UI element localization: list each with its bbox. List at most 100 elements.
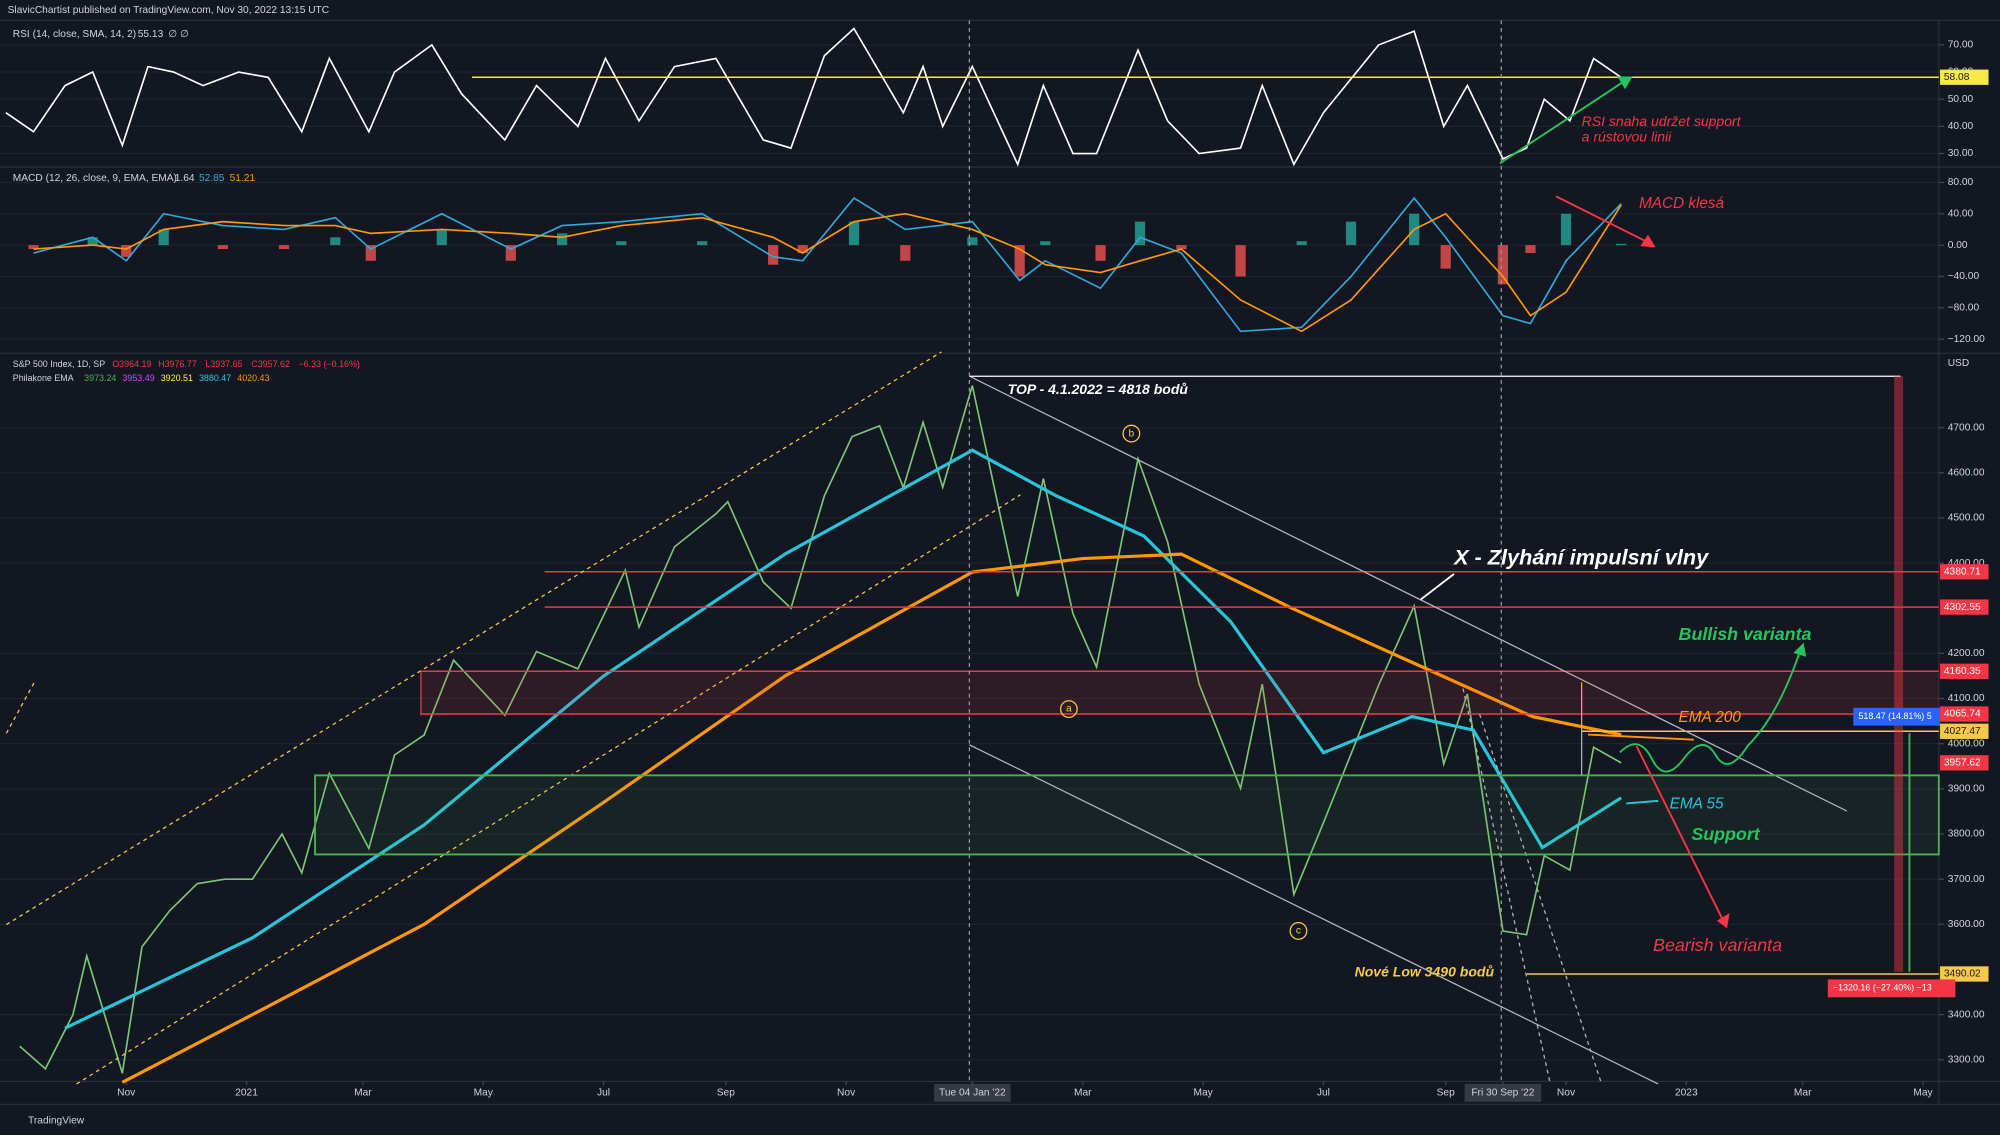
x-tick-label: Nov (117, 1088, 136, 1099)
macd-legend: MACD (12, 26, close, 9, EMA, EMA) (13, 173, 177, 184)
annotation: EMA 55 (1670, 796, 1724, 813)
histogram-bar (505, 245, 516, 261)
histogram-bar (436, 229, 447, 246)
currency: USD (1948, 358, 1970, 369)
y-tick-label: 4600.00 (1948, 467, 1985, 478)
histogram-bar (1345, 221, 1357, 246)
pane-borders (0, 19, 2000, 1106)
level-label-bg (1940, 966, 1989, 982)
histogram-bar (1440, 245, 1451, 269)
series-line (33, 204, 1622, 333)
x-tick-label: Nov (1557, 1088, 1576, 1099)
histogram-bar (1134, 221, 1146, 246)
histogram-bar (365, 245, 376, 261)
histogram-bar (87, 237, 98, 246)
rsi-legend-value: ∅ ∅ (168, 29, 189, 40)
histogram-bar (1525, 245, 1536, 253)
annotation: Bullish varianta (1679, 624, 1812, 644)
footer-brand: TradingView (28, 1116, 85, 1127)
x-tick-label: May (1193, 1088, 1213, 1099)
histogram-bar (1616, 243, 1627, 246)
level-label-bg (1940, 723, 1989, 739)
histogram-bar (967, 237, 978, 246)
histogram-bar (1095, 245, 1106, 261)
x-tick-label: 2023 (1675, 1088, 1698, 1099)
annotation: a rústovou linii (1582, 128, 1672, 144)
y-tick-label: −40.00 (1948, 271, 1980, 282)
series-line (5, 27, 1622, 167)
y-tick-label: 3800.00 (1948, 829, 1985, 840)
histogram-bar (697, 241, 708, 246)
y-tick-label: 4000.00 (1948, 738, 1985, 749)
annotation: Support (1691, 824, 1760, 844)
y-tick-label: 3900.00 (1948, 784, 1985, 795)
histogram-bar (217, 245, 228, 250)
series-line (33, 196, 1622, 333)
level-label-bg (1940, 755, 1989, 771)
level-label: 4065.74 (1944, 709, 1981, 720)
histogram-bar (557, 233, 568, 246)
annotation: Nové Low 3490 bodů (1355, 964, 1495, 980)
ema-legend-value: 3880.47 (199, 373, 231, 383)
histogram-bar (1235, 245, 1246, 277)
annotation: Bearish varianta (1653, 935, 1782, 955)
x-tick-label: May (1913, 1088, 1933, 1099)
level-label: 3490.02 (1944, 969, 1981, 980)
price-legend-value: C3957.62 (251, 359, 290, 369)
drawings (5, 20, 1956, 1085)
level-label: 58.08 (1944, 72, 1970, 83)
price-legend-value: H3976.77 (158, 359, 197, 369)
y-tick-label: 40.00 (1948, 208, 1974, 219)
x-tick-label: May (474, 1088, 494, 1099)
y-tick-label: 4500.00 (1948, 513, 1985, 524)
x-tick-label: Mar (354, 1088, 372, 1099)
level-label-bg (1940, 599, 1989, 615)
x-tick-label: Sep (717, 1088, 735, 1099)
y-tick-label: 80.00 (1948, 177, 1974, 188)
y-tick-label: 30.00 (1948, 148, 1974, 159)
y-tick-label: 3600.00 (1948, 919, 1985, 930)
histogram-bar (797, 245, 808, 253)
y-tick-label: 70.00 (1948, 40, 1974, 51)
y-tick-label: −120.00 (1948, 334, 1985, 345)
x-tick-label: Mar (1074, 1088, 1092, 1099)
wave-label: b (1129, 428, 1135, 439)
macd-legend-value: 52.85 (199, 173, 225, 184)
rsi-legend: RSI (14, close, SMA, 14, 2) (13, 29, 136, 40)
ema-legend-value: 3920.51 (161, 373, 193, 383)
x-tick-label: Jul (597, 1088, 610, 1099)
y-tick-label: 50.00 (1948, 94, 1974, 105)
publisher: SlavicChartist published on TradingView.… (8, 5, 329, 16)
x-tick-label: Tue 04 Jan '22 (939, 1088, 1006, 1099)
annotation: X - Zlyhání impulsní vlny (1453, 544, 1709, 569)
histogram-bar (121, 245, 132, 257)
macd-legend-value: 1.64 (175, 173, 195, 184)
histogram-bar (158, 229, 169, 246)
histogram-bar (278, 245, 290, 250)
histogram-bar (1014, 245, 1025, 277)
rsi-legend-value: 55.13 (138, 29, 164, 40)
annotation: TOP - 4.1.2022 = 4818 bodů (1008, 381, 1189, 397)
wave-label: c (1296, 926, 1301, 937)
y-tick-label: 0.00 (1948, 240, 1968, 251)
histogram-bar (1560, 213, 1572, 246)
level-label: 3957.62 (1944, 758, 1981, 769)
level-label-bg (1940, 69, 1989, 85)
y-tick-label: 4400.00 (1948, 558, 1985, 569)
y-tick-label: 4700.00 (1948, 422, 1985, 433)
y-tick-label: 3300.00 (1948, 1054, 1985, 1065)
price-legend-value: L3937.65 (205, 359, 242, 369)
histogram-bar (768, 245, 779, 265)
wave-label: a (1066, 704, 1072, 715)
x-tick-highlight (1464, 1083, 1542, 1102)
x-tick-label: Jul (1317, 1088, 1330, 1099)
level-label: 4160.35 (1944, 666, 1981, 677)
y-tick-label: −80.00 (1948, 302, 1980, 313)
series-line (64, 448, 1623, 1030)
annotation: MACD klesá (1639, 195, 1724, 212)
measure-label: −1320.16 (−27.40%) −13 (1833, 983, 1932, 993)
x-tick-highlight (934, 1083, 1011, 1102)
y-tick-label: 40.00 (1948, 121, 1974, 132)
